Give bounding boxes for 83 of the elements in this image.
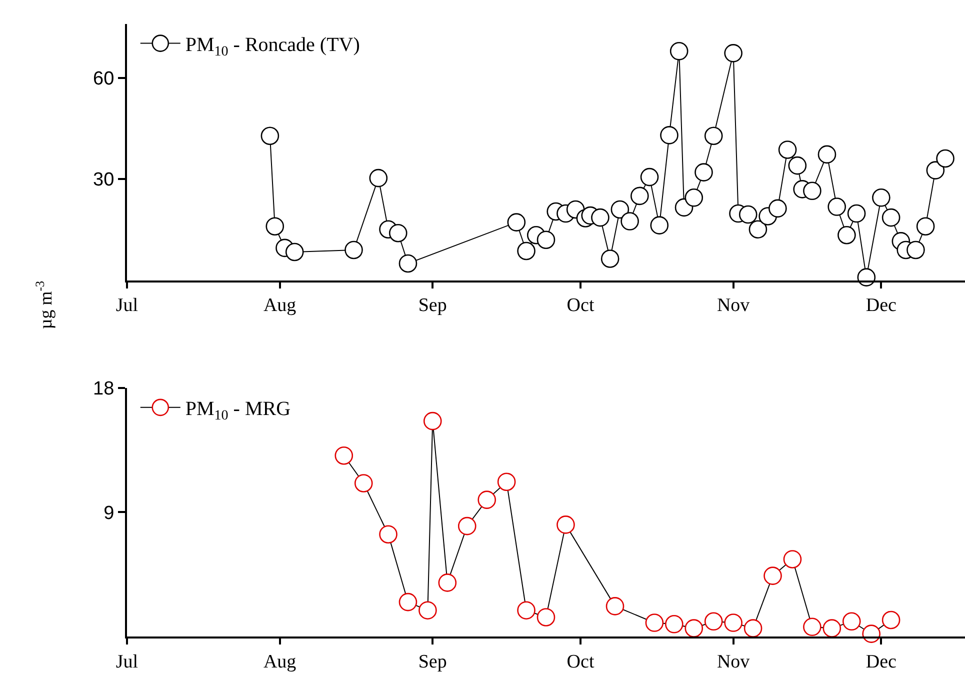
point: [744, 619, 762, 638]
point: [684, 188, 704, 207]
x-tick-label: Dec: [866, 651, 896, 672]
y-tick-label: 30: [93, 170, 114, 191]
legend-label: PM$_{10}$ - Roncade (TV): [185, 34, 360, 60]
x-tick-label: Aug: [263, 651, 297, 672]
point: [724, 44, 742, 62]
point: [388, 224, 408, 242]
point: [764, 566, 782, 585]
point: [704, 126, 723, 146]
x-tick-label: Nov: [716, 295, 750, 316]
x-tick-label: Sep: [418, 295, 447, 316]
point: [822, 619, 842, 638]
point: [600, 250, 620, 268]
point: [334, 446, 354, 465]
point: [768, 199, 787, 218]
point: [517, 601, 536, 620]
point: [828, 198, 846, 216]
point: [507, 213, 526, 232]
x-tick-label: Aug: [263, 295, 297, 316]
point: [620, 212, 639, 230]
point: [630, 186, 649, 206]
point: [418, 601, 437, 620]
x-tick-label: Dec: [866, 295, 896, 316]
legend-label: PM$_{10}$ - MRG: [185, 398, 291, 424]
x-tick-label: Nov: [716, 651, 750, 672]
point: [783, 550, 802, 568]
point: [398, 592, 418, 612]
point: [556, 516, 575, 534]
point: [704, 612, 723, 631]
point: [398, 254, 418, 273]
point: [670, 42, 688, 60]
point: [882, 610, 900, 630]
point: [344, 240, 363, 260]
x-tick-label: Sep: [418, 651, 447, 672]
point: [423, 412, 442, 430]
point: [842, 612, 861, 631]
point: [684, 619, 704, 638]
point: [788, 156, 807, 175]
point: [872, 188, 890, 207]
y-tick-label: 9: [104, 502, 114, 524]
point: [536, 608, 556, 626]
point: [665, 615, 684, 634]
x-tick-label: Jul: [116, 651, 138, 672]
point: [738, 205, 758, 224]
point: [266, 217, 284, 236]
point: [645, 614, 664, 632]
point: [818, 145, 836, 164]
point: [369, 168, 388, 188]
point: [438, 574, 457, 592]
y-tick-label: 18: [93, 378, 114, 400]
point: [906, 240, 925, 260]
point: [838, 226, 856, 244]
point: [497, 472, 516, 491]
point: [694, 163, 713, 182]
point: [803, 182, 822, 200]
point: [606, 597, 624, 616]
point: [778, 140, 797, 159]
point: [650, 216, 669, 234]
point: [724, 614, 742, 632]
point: [748, 220, 768, 239]
y-tick-label: 60: [93, 68, 114, 90]
point: [354, 474, 373, 492]
point: [458, 516, 476, 536]
point: [379, 525, 398, 544]
point: [591, 208, 610, 227]
point: [660, 126, 678, 144]
point: [536, 230, 556, 249]
point: [926, 161, 945, 180]
point: [285, 242, 304, 262]
point: [640, 168, 659, 186]
point: [610, 200, 630, 219]
point: [260, 126, 280, 146]
point: [803, 618, 822, 636]
point: [517, 242, 536, 260]
point: [882, 208, 900, 227]
point: [936, 149, 954, 168]
point: [847, 204, 866, 223]
x-tick-label: Oct: [566, 295, 595, 316]
point: [916, 217, 935, 236]
point: [478, 490, 496, 509]
x-tick-label: Jul: [116, 295, 138, 316]
x-tick-label: Oct: [566, 651, 595, 672]
